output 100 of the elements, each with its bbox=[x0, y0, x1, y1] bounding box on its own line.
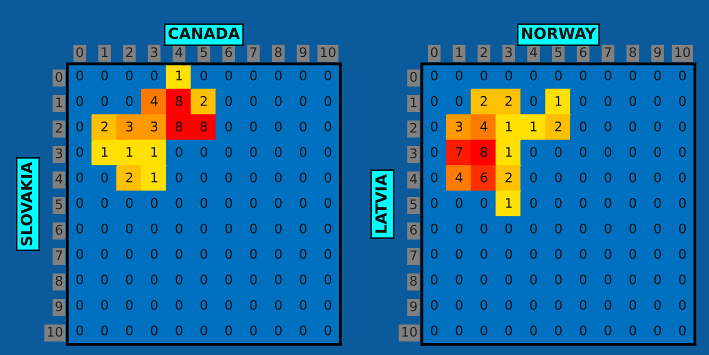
data-label: 0 bbox=[555, 248, 562, 259]
data-label: 0 bbox=[604, 172, 612, 182]
data-label: 0 bbox=[629, 198, 636, 208]
y-axis-title: LATVIA bbox=[375, 174, 387, 233]
y-tick-label: 4 bbox=[55, 174, 62, 184]
data-label: 0 bbox=[654, 96, 661, 106]
data-label: 0 bbox=[225, 121, 232, 132]
data-label: 0 bbox=[629, 146, 636, 157]
data-label: 0 bbox=[679, 146, 686, 157]
data-label: 0 bbox=[604, 146, 612, 157]
x-tick-label: 0 bbox=[76, 47, 84, 58]
data-label: 0 bbox=[324, 274, 332, 284]
data-label: 0 bbox=[324, 96, 332, 106]
y-tick-label: 3 bbox=[410, 148, 417, 158]
data-label: 0 bbox=[580, 96, 586, 106]
y-tick-label: 0 bbox=[56, 72, 62, 82]
data-label: 0 bbox=[274, 274, 282, 284]
data-label: 0 bbox=[126, 300, 133, 310]
data-label: 0 bbox=[101, 96, 108, 106]
data-label: 0 bbox=[225, 70, 232, 80]
data-label: 0 bbox=[604, 198, 612, 208]
data-label: 0 bbox=[604, 96, 612, 106]
data-label: 0 bbox=[555, 146, 562, 157]
data-label: 0 bbox=[530, 96, 537, 106]
data-label: 1 bbox=[530, 122, 536, 132]
data-label: 0 bbox=[225, 96, 232, 106]
data-label: 0 bbox=[580, 325, 586, 336]
x-tick-label: 8 bbox=[274, 47, 282, 58]
data-label: 0 bbox=[654, 172, 661, 182]
data-label: 0 bbox=[176, 274, 182, 284]
data-label: 0 bbox=[300, 248, 306, 259]
data-label: 0 bbox=[654, 325, 661, 336]
data-label: 0 bbox=[430, 274, 438, 284]
data-label: 1 bbox=[506, 122, 512, 132]
data-label: 0 bbox=[555, 223, 562, 234]
data-label: 0 bbox=[555, 172, 562, 182]
data-label: 0 bbox=[604, 223, 612, 234]
data-label: 0 bbox=[200, 70, 208, 80]
data-label: 0 bbox=[629, 223, 636, 234]
data-label: 0 bbox=[76, 121, 84, 132]
data-label: 0 bbox=[150, 325, 158, 336]
data-label: 0 bbox=[225, 300, 232, 310]
data-label: 0 bbox=[250, 146, 257, 157]
data-label: 0 bbox=[679, 96, 686, 106]
x-tick-label: 6 bbox=[225, 47, 232, 58]
data-label: 0 bbox=[225, 198, 232, 208]
data-label: 0 bbox=[456, 223, 462, 234]
data-label: 0 bbox=[300, 300, 306, 310]
data-label: 0 bbox=[505, 70, 512, 80]
data-label: 0 bbox=[150, 248, 158, 259]
x-tick-label: 4 bbox=[530, 47, 537, 57]
data-label: 0 bbox=[200, 300, 208, 310]
data-label: 0 bbox=[76, 325, 84, 336]
data-label: 0 bbox=[629, 70, 636, 80]
data-label: 0 bbox=[225, 248, 232, 259]
y-tick-label: 9 bbox=[410, 301, 417, 312]
data-label: 0 bbox=[274, 198, 282, 208]
data-label: 0 bbox=[76, 146, 84, 157]
data-label: 8 bbox=[200, 121, 208, 132]
data-label: 0 bbox=[580, 223, 586, 234]
data-label: 0 bbox=[530, 172, 537, 182]
data-label: 0 bbox=[126, 70, 133, 80]
data-label: 7 bbox=[456, 147, 462, 157]
y-tick-label: 10 bbox=[48, 326, 62, 337]
data-label: 0 bbox=[604, 121, 612, 132]
data-label: 0 bbox=[101, 198, 108, 208]
data-label: 2 bbox=[126, 172, 132, 182]
data-label: 0 bbox=[555, 70, 562, 80]
data-label: 0 bbox=[456, 70, 462, 80]
data-label: 0 bbox=[300, 121, 306, 132]
data-label: 0 bbox=[679, 300, 686, 310]
data-label: 0 bbox=[430, 70, 438, 80]
data-label: 0 bbox=[679, 325, 686, 336]
data-label: 1 bbox=[102, 147, 108, 157]
data-label: 0 bbox=[250, 172, 257, 182]
data-label: 0 bbox=[101, 70, 108, 80]
data-label: 0 bbox=[324, 198, 332, 208]
data-label: 0 bbox=[250, 223, 257, 234]
data-label: 0 bbox=[200, 198, 208, 208]
data-label: 0 bbox=[679, 198, 686, 208]
data-label: 0 bbox=[505, 300, 512, 310]
data-label: 8 bbox=[480, 146, 488, 157]
data-label: 0 bbox=[580, 70, 586, 80]
data-label: 0 bbox=[679, 172, 686, 182]
data-label: 6 bbox=[480, 172, 488, 182]
data-label: 0 bbox=[530, 146, 537, 157]
x-tick-label: 2 bbox=[126, 47, 132, 57]
data-label: 0 bbox=[225, 172, 232, 182]
x-tick-label: 9 bbox=[300, 47, 306, 58]
data-label: 0 bbox=[274, 325, 282, 336]
data-label: 4 bbox=[150, 96, 158, 106]
data-label: 0 bbox=[324, 300, 332, 310]
data-label: 0 bbox=[76, 300, 84, 310]
data-label: 0 bbox=[250, 300, 257, 310]
y-tick-label: 10 bbox=[402, 326, 417, 337]
data-label: 0 bbox=[126, 325, 133, 336]
data-label: 0 bbox=[176, 172, 182, 182]
data-label: 1 bbox=[556, 96, 562, 106]
data-label: 0 bbox=[629, 172, 636, 182]
data-label: 0 bbox=[225, 325, 232, 336]
